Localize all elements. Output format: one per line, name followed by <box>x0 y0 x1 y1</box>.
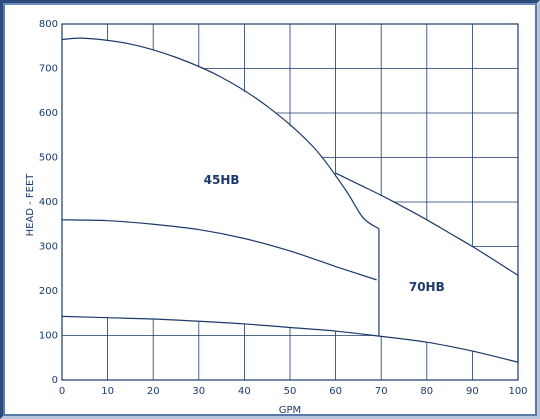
y-tick-label: 300 <box>39 242 58 253</box>
plot-border-top <box>61 23 519 381</box>
y-tick-label: 100 <box>39 331 58 342</box>
x-tick-label: 10 <box>101 386 114 397</box>
x-tick-label: 40 <box>238 386 251 397</box>
y-tick-label: 500 <box>39 153 58 164</box>
x-tick-label: 30 <box>192 386 205 397</box>
y-tick-label: 400 <box>39 197 58 208</box>
y-axis-label: HEAD - FEET <box>25 173 36 237</box>
x-axis-label: GPM <box>279 405 301 416</box>
curve-45hb-2 <box>61 219 377 281</box>
region-label-45hb: 45HB <box>204 173 240 187</box>
x-tick-labels: 0 10 20 30 40 50 60 70 80 90 100 <box>59 386 528 397</box>
x-tick-label: 0 <box>59 386 65 397</box>
x-tick-label: 80 <box>420 386 433 397</box>
y-tick-label: 800 <box>39 19 58 30</box>
region-70hb-fill <box>62 173 518 363</box>
curve-70hb-0 <box>335 172 519 276</box>
curve-45hb-0 <box>61 37 380 230</box>
y-tick-label: 200 <box>39 286 58 297</box>
curves <box>61 23 519 381</box>
y-tick-label: 700 <box>39 64 58 75</box>
x-tick-label: 20 <box>147 386 160 397</box>
x-tick-label: 70 <box>375 386 388 397</box>
x-tick-label: 50 <box>284 386 297 397</box>
x-tick-label: 90 <box>466 386 479 397</box>
x-tick-label: 60 <box>329 386 342 397</box>
y-tick-label: 600 <box>39 108 58 119</box>
region-labels: 45HB 70HB <box>204 173 445 294</box>
x-tick-label: 100 <box>508 386 527 397</box>
y-tick-labels: 0 100 200 300 400 500 600 700 800 <box>39 19 58 386</box>
region-45hb-fill <box>62 38 379 280</box>
y-tick-label: 0 <box>52 375 58 386</box>
curve-70hb-2 <box>61 315 519 363</box>
region-label-70hb: 70HB <box>409 280 445 294</box>
